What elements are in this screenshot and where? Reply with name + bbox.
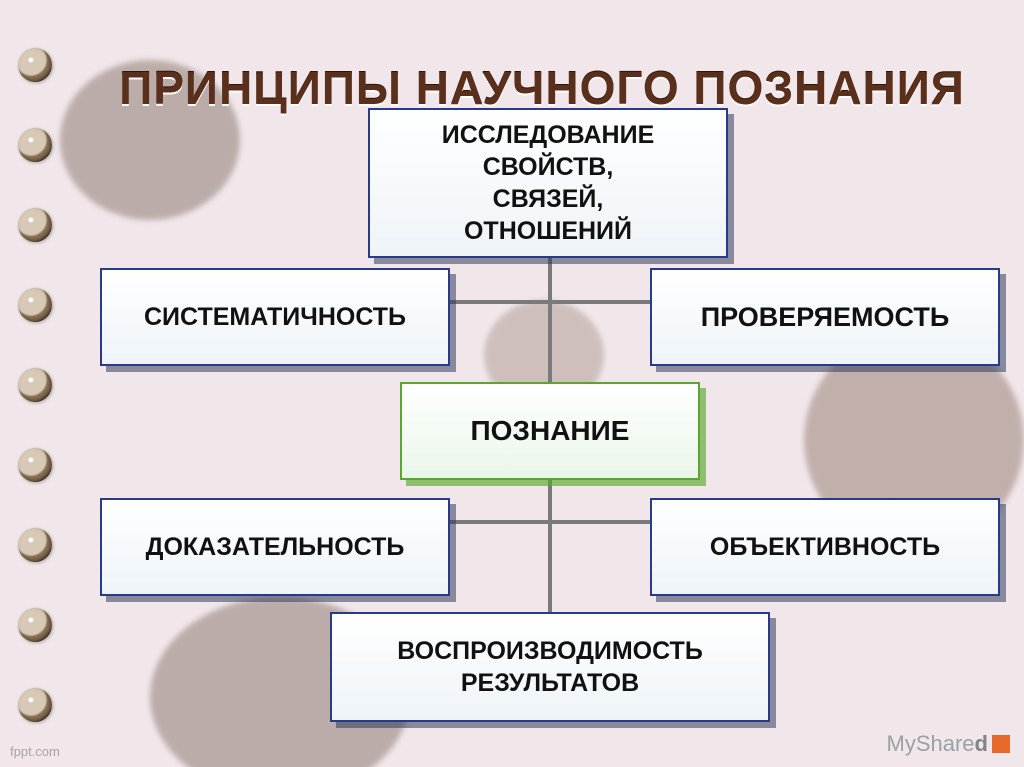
node-top: ИССЛЕДОВАНИЕСВОЙСТВ,СВЯЗЕЙ,ОТНОШЕНИЙ: [368, 108, 728, 258]
binding-ring: [18, 608, 52, 642]
watermark-bold: d: [975, 731, 988, 756]
slide-title: ПРИНЦИПЫ НАУЧНОГО ПОЗНАНИЯ: [90, 61, 994, 115]
binding-ring: [18, 288, 52, 322]
node-lower-right: ОБЪЕКТИВНОСТЬ: [650, 498, 1000, 596]
node-center: ПОЗНАНИЕ: [400, 382, 700, 480]
binding-ring: [18, 528, 52, 562]
binding-ring: [18, 48, 52, 82]
binding-ring: [18, 688, 52, 722]
node-upper-right: ПРОВЕРЯЕМОСТЬ: [650, 268, 1000, 366]
node-lower-left: ДОКАЗАТЕЛЬНОСТЬ: [100, 498, 450, 596]
binding-ring: [18, 128, 52, 162]
node-upper-left: СИСТЕМАТИЧНОСТЬ: [100, 268, 450, 366]
binding-ring: [18, 448, 52, 482]
watermark-text: MyShare: [887, 731, 975, 756]
source-mark: fppt.com: [10, 744, 60, 759]
binding-ring: [18, 208, 52, 242]
watermark: MyShared: [887, 731, 1011, 757]
binding-ring: [18, 368, 52, 402]
watermark-square-icon: [992, 735, 1010, 753]
node-bottom: ВОСПРОИЗВОДИМОСТЬРЕЗУЛЬТАТОВ: [330, 612, 770, 722]
slide: ПРИНЦИПЫ НАУЧНОГО ПОЗНАНИЯ ИССЛЕДОВАНИЕС…: [0, 0, 1024, 767]
